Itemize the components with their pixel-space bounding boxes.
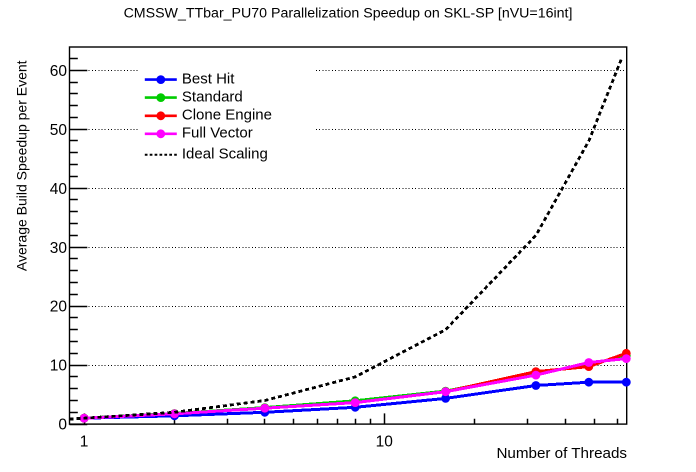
svg-text:Ideal Scaling: Ideal Scaling: [182, 146, 268, 163]
svg-text:10: 10: [376, 433, 394, 450]
svg-text:Clone Engine: Clone Engine: [182, 107, 272, 124]
svg-text:20: 20: [50, 299, 68, 316]
svg-text:30: 30: [50, 240, 68, 257]
svg-text:Best Hit: Best Hit: [182, 71, 235, 88]
svg-text:60: 60: [50, 63, 68, 80]
svg-text:40: 40: [50, 181, 68, 198]
svg-text:50: 50: [50, 122, 68, 139]
svg-text:Standard: Standard: [182, 89, 243, 106]
svg-text:CMSSW_TTbar_PU70 Parallelizati: CMSSW_TTbar_PU70 Parallelization Speedup…: [124, 5, 573, 21]
svg-text:Average Build Speedup per Even: Average Build Speedup per Event: [13, 60, 29, 271]
svg-text:Full Vector: Full Vector: [182, 125, 253, 142]
svg-text:10: 10: [50, 358, 68, 375]
svg-text:Number of Threads: Number of Threads: [496, 445, 627, 462]
svg-text:1: 1: [80, 433, 89, 450]
svg-text:0: 0: [58, 417, 67, 434]
